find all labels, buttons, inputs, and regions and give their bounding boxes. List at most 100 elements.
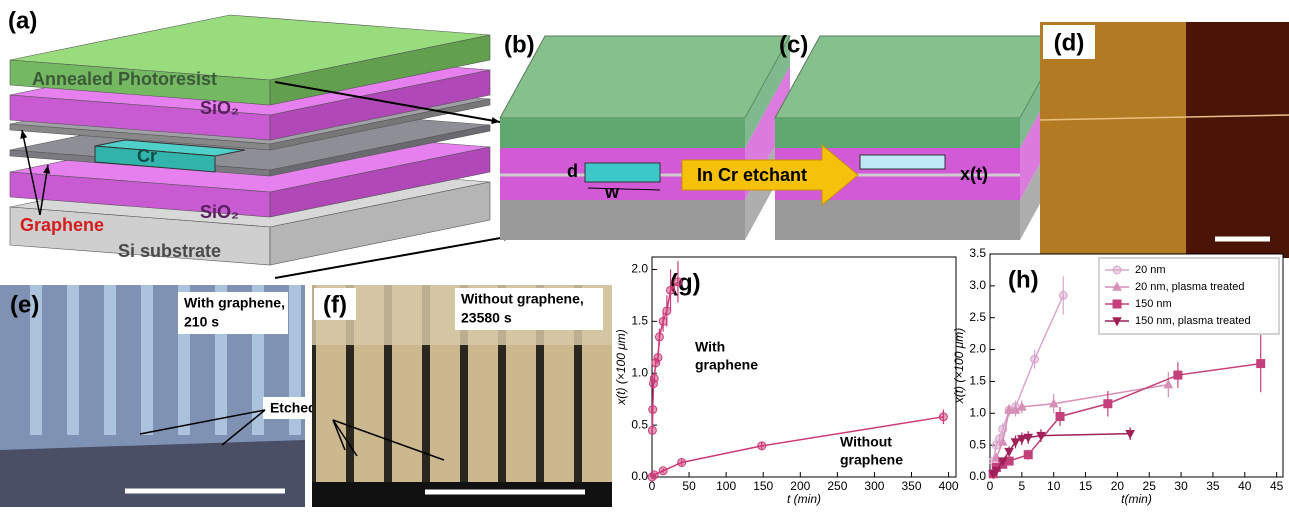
point (1104, 400, 1112, 408)
stripe (67, 285, 79, 435)
figure: Annealed Photoresist SiO₂ Cr SiO₂ Graphene Si… (0, 0, 1289, 507)
y-tick-label: 3.0 (969, 278, 986, 292)
x-tick-label: 40 (1238, 479, 1252, 493)
point (674, 278, 682, 286)
substrate-edge (0, 440, 305, 507)
x-tick-label: 0 (987, 479, 994, 493)
y-tick-label: 2.0 (969, 342, 986, 356)
x-tick-label: 20 (1111, 479, 1125, 493)
layer-label: SiO₂ (200, 98, 239, 118)
dim-label: d (567, 161, 578, 181)
y-axis-label: x(t) (×100 μm) (614, 329, 628, 406)
annotation: With graphene, (184, 295, 285, 311)
block-front (775, 200, 1020, 240)
point (1024, 451, 1032, 459)
panel-label: (c) (779, 31, 808, 58)
point (659, 317, 667, 325)
point (650, 471, 658, 479)
point (1031, 355, 1039, 363)
layer-label: Si substrate (118, 241, 221, 261)
annotation: 210 s (184, 314, 219, 330)
x-tick-label: 200 (790, 479, 810, 493)
block-front (500, 118, 745, 148)
panel-label: (a) (8, 7, 37, 34)
layer-label: Graphene (20, 215, 104, 235)
x-tick-label: 45 (1270, 479, 1284, 493)
block-top (500, 36, 790, 118)
arrow-head (491, 117, 500, 124)
point (678, 458, 686, 466)
annotation: Without (840, 434, 892, 450)
y-tick-label: 0.5 (631, 417, 648, 431)
y-tick-label: 0.0 (631, 469, 648, 483)
y-axis-label: x(t) (×100 μm) (952, 328, 966, 405)
point (1113, 266, 1121, 274)
block-top (775, 36, 1065, 118)
x-tick-label: 150 (753, 479, 773, 493)
panel-label: (h) (1008, 266, 1039, 293)
x-tick-label: 15 (1079, 479, 1093, 493)
y-tick-label: 1.0 (631, 365, 648, 379)
legend-label: 150 nm, plasma treated (1135, 315, 1251, 327)
point (659, 467, 667, 475)
x-tick-label: 400 (939, 479, 959, 493)
panel-label: (d) (1054, 29, 1085, 56)
y-tick-label: 1.5 (631, 314, 648, 328)
point (655, 333, 663, 341)
x-axis-label: t(min) (1121, 492, 1152, 506)
point (1257, 360, 1265, 368)
panel-label: (e) (10, 291, 39, 318)
point (939, 413, 947, 421)
legend-label: 20 nm (1135, 264, 1166, 276)
annotation: Without graphene, (461, 291, 584, 307)
cavity (860, 155, 945, 169)
cavity (585, 163, 660, 182)
etchant-label: In Cr etchant (697, 165, 807, 185)
annotation: 23580 s (461, 310, 512, 326)
x-tick-label: 25 (1143, 479, 1157, 493)
point (648, 426, 656, 434)
y-tick-label: 2.0 (631, 262, 648, 276)
block-front (775, 118, 1020, 148)
point (667, 286, 675, 294)
layer-label: Cr (137, 146, 157, 166)
afm-image-dark (1186, 22, 1289, 258)
y-tick-label: 2.5 (969, 310, 986, 324)
point (1113, 300, 1121, 308)
stripe (104, 285, 116, 435)
annotation: graphene (840, 452, 903, 468)
x-tick-label: 30 (1174, 479, 1188, 493)
dim-label: w (604, 182, 620, 202)
legend-label: 150 nm (1135, 298, 1172, 310)
y-tick-label: 1.5 (969, 374, 986, 388)
panel-label: (f) (323, 291, 347, 318)
x-axis-label: t (min) (787, 492, 821, 506)
panel-label: (b) (504, 31, 535, 58)
legend-label: 20 nm, plasma treated (1135, 281, 1244, 293)
point (654, 354, 662, 362)
point (663, 307, 671, 315)
y-tick-label: 3.5 (969, 246, 986, 260)
dim-label: x(t) (960, 164, 988, 184)
y-tick-label: 0.5 (969, 437, 986, 451)
point (650, 374, 658, 382)
y-tick-label: 1.0 (969, 405, 986, 419)
x-tick-label: 10 (1047, 479, 1061, 493)
point (1174, 371, 1182, 379)
annotation: With (695, 339, 725, 355)
x-tick-label: 350 (901, 479, 921, 493)
point (1059, 291, 1067, 299)
x-tick-label: 250 (827, 479, 847, 493)
x-tick-label: 50 (682, 479, 696, 493)
x-tick-label: 100 (716, 479, 736, 493)
x-tick-label: 300 (864, 479, 884, 493)
point (758, 442, 766, 450)
annotation: graphene (695, 357, 758, 373)
x-tick-label: 35 (1206, 479, 1220, 493)
layer-label: Annealed Photoresist (32, 69, 217, 89)
x-tick-label: 5 (1019, 479, 1026, 493)
y-tick-label: 0.0 (969, 469, 986, 483)
stripe (141, 285, 153, 435)
layer-label: SiO₂ (200, 202, 239, 222)
block-front (500, 200, 745, 240)
